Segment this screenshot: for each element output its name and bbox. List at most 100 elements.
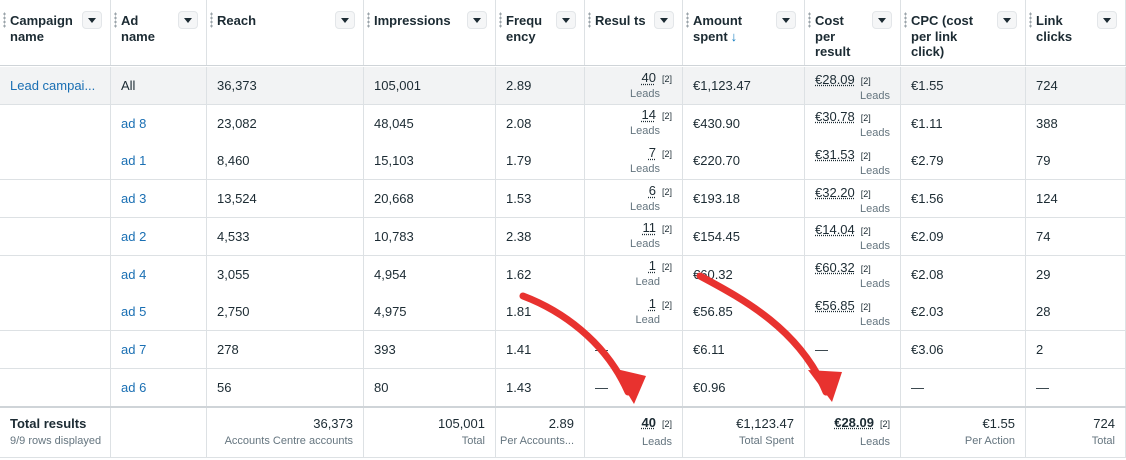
cell-results: 1 [2] Lead: [585, 293, 683, 331]
table-row[interactable]: ad 5 2,750 4,975 1.81 1 [2] Lead €56.85 €56.85 [2…: [0, 293, 1126, 332]
cost-per-result-type: Leads: [860, 202, 890, 215]
cost-per-result-value[interactable]: €30.78: [815, 109, 855, 125]
ad-name-link[interactable]: ad 2: [121, 228, 147, 244]
total-cpr-value[interactable]: €28.09: [834, 415, 874, 430]
column-menu-dropdown-icon[interactable]: [654, 11, 674, 29]
table-row[interactable]: ad 8 23,082 48,045 2.08 14 [2] Leads €430.90 €30…: [0, 104, 1126, 143]
cell-results: 6 [2] Leads: [585, 180, 683, 218]
drag-handle-icon[interactable]: [686, 12, 689, 28]
column-header-results[interactable]: Resul ts: [585, 0, 683, 65]
cost-per-result-value[interactable]: €28.09: [815, 71, 855, 87]
ad-name-link[interactable]: ad 6: [121, 379, 147, 395]
cell-cpc: —: [901, 368, 1026, 406]
ad-name-link[interactable]: ad 3: [121, 191, 147, 207]
cell-cpr: €32.20 [2] Leads: [805, 180, 901, 218]
cell-impressions: 393: [364, 330, 496, 368]
column-menu-dropdown-icon[interactable]: [178, 11, 198, 29]
column-header-clicks[interactable]: Link clicks: [1026, 0, 1126, 65]
reach-value: 2,750: [217, 304, 250, 320]
drag-handle-icon[interactable]: [210, 12, 213, 28]
column-menu-dropdown-icon[interactable]: [1097, 11, 1117, 29]
column-menu-dropdown-icon[interactable]: [467, 11, 487, 29]
cost-per-result-value[interactable]: €31.53: [815, 146, 855, 162]
cell-impressions: 4,954: [364, 255, 496, 293]
cpc-value: €2.79: [911, 153, 944, 169]
drag-handle-icon[interactable]: [1029, 12, 1032, 28]
ad-name-link[interactable]: ad 7: [121, 341, 147, 357]
sort-down-icon[interactable]: ↓: [730, 28, 738, 44]
cpc-value: €2.08: [911, 266, 944, 282]
column-header-ad[interactable]: Ad name: [111, 0, 207, 65]
results-value[interactable]: 14: [641, 107, 656, 123]
clicks-value: 124: [1036, 191, 1058, 207]
drag-handle-icon[interactable]: [904, 12, 907, 28]
attribution-badge: [2]: [860, 113, 871, 124]
table-row[interactable]: ad 6 56 80 1.43 — €0.96 — —: [0, 368, 1126, 407]
table-row[interactable]: ad 7 278 393 1.41 — €6.11 — €3.06 2: [0, 330, 1126, 369]
total-clicks: 724 Total: [1026, 408, 1126, 457]
totals-row: Total results 9/9 rows displayed 36,373 Acc…: [0, 406, 1126, 458]
table-row[interactable]: ad 4 3,055 4,954 1.62 1 [2] Lead €60.32 €60.32 [2…: [0, 255, 1126, 294]
total-results-value[interactable]: 40: [641, 415, 656, 430]
impressions-value: 15,103: [374, 153, 414, 169]
column-menu-dropdown-icon[interactable]: [872, 11, 892, 29]
cost-per-result-value: —: [815, 341, 828, 357]
drag-handle-icon[interactable]: [588, 12, 591, 28]
column-header-impressions[interactable]: Impressions: [364, 0, 496, 65]
results-value[interactable]: 1: [648, 258, 656, 273]
cost-per-result-value[interactable]: €60.32: [815, 260, 855, 275]
column-menu-dropdown-icon[interactable]: [776, 11, 796, 29]
cost-per-result-value[interactable]: €14.04: [815, 222, 855, 238]
column-menu-dropdown-icon[interactable]: [556, 11, 576, 29]
results-value[interactable]: 1: [648, 295, 656, 311]
rows-displayed-label: 9/9 rows displayed: [10, 435, 102, 447]
total-clicks-value: 724: [1093, 416, 1115, 431]
frequency-value: 1.79: [506, 153, 532, 169]
amount-value: €220.70: [693, 153, 740, 169]
table-row[interactable]: ad 3 13,524 20,668 1.53 6 [2] Leads €193.18 €32.…: [0, 180, 1126, 219]
cell-results: 7 [2] Leads: [585, 142, 683, 180]
column-header-cpc[interactable]: CPC (cost per link click): [901, 0, 1026, 65]
column-header-amount[interactable]: Amount spent ↓: [683, 0, 805, 65]
drag-handle-icon[interactable]: [3, 12, 6, 28]
table-row[interactable]: Lead campai... All 36,373 105,001 2.89 40 [2] L…: [0, 67, 1126, 105]
column-header-frequency[interactable]: Frequ ency: [496, 0, 585, 65]
column-header-cpr[interactable]: Cost per result: [805, 0, 901, 65]
results-value[interactable]: 7: [648, 144, 656, 160]
attribution-badge: [2]: [860, 75, 871, 86]
cell-reach: 278: [207, 330, 364, 368]
ad-name-link[interactable]: ad 1: [121, 153, 147, 169]
column-header-campaign[interactable]: Campaign name: [0, 0, 111, 65]
cell-clicks: 79: [1026, 142, 1126, 180]
results-value[interactable]: 40: [641, 69, 656, 85]
ad-name-link[interactable]: ad 8: [121, 115, 147, 131]
clicks-value: 388: [1036, 115, 1058, 131]
cpc-value: €1.11: [911, 115, 943, 131]
column-menu-dropdown-icon[interactable]: [335, 11, 355, 29]
cost-per-result-value[interactable]: €56.85: [815, 297, 855, 313]
column-menu-dropdown-icon[interactable]: [997, 11, 1017, 29]
drag-handle-icon[interactable]: [808, 12, 811, 28]
cell-impressions: 20,668: [364, 180, 496, 218]
campaign-name-link[interactable]: Lead campai...: [10, 78, 96, 93]
column-menu-dropdown-icon[interactable]: [82, 11, 102, 29]
total-reach: 36,373 Accounts Centre accounts: [207, 408, 364, 457]
column-header-label: Frequ ency: [506, 13, 543, 44]
ad-name-link[interactable]: ad 4: [121, 266, 147, 282]
cell-results: —: [585, 330, 683, 368]
cell-campaign: Lead campai...: [0, 67, 111, 104]
frequency-value: 2.38: [506, 228, 532, 244]
table-row[interactable]: ad 2 4,533 10,783 2.38 11 [2] Leads €154.45 €14.…: [0, 217, 1126, 256]
results-value[interactable]: 6: [648, 182, 656, 198]
cell-frequency: 1.43: [496, 368, 585, 406]
cost-per-result-value[interactable]: €32.20: [815, 184, 855, 200]
results-value[interactable]: 11: [642, 220, 656, 236]
drag-handle-icon[interactable]: [114, 12, 117, 28]
ad-name-link[interactable]: ad 5: [121, 304, 147, 320]
table-row[interactable]: ad 1 8,460 15,103 1.79 7 [2] Leads €220.70 €31.5…: [0, 142, 1126, 181]
drag-handle-icon[interactable]: [367, 12, 370, 28]
attribution-badge: [2]: [661, 419, 672, 429]
column-header-reach[interactable]: Reach: [207, 0, 364, 65]
drag-handle-icon[interactable]: [499, 12, 502, 28]
cell-campaign: [0, 368, 111, 406]
